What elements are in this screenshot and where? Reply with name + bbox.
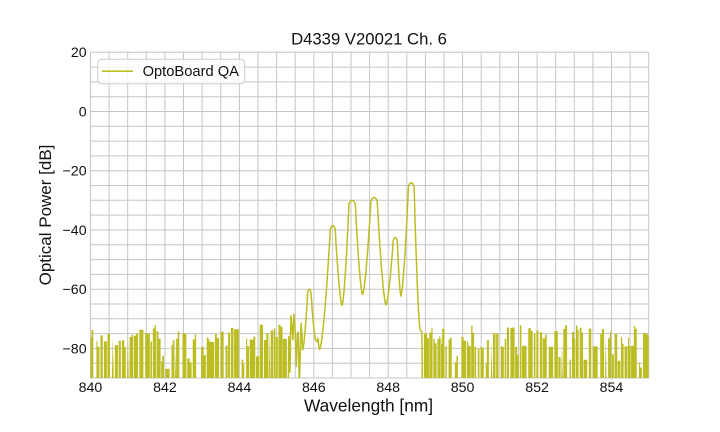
svg-text:846: 846 bbox=[302, 380, 326, 396]
svg-text:844: 844 bbox=[228, 380, 252, 396]
svg-text:848: 848 bbox=[376, 380, 400, 396]
svg-text:840: 840 bbox=[79, 380, 103, 396]
svg-text:842: 842 bbox=[153, 380, 177, 396]
svg-text:Wavelength [nm]: Wavelength [nm] bbox=[304, 396, 433, 416]
svg-text:854: 854 bbox=[600, 380, 624, 396]
svg-text:−60: −60 bbox=[63, 282, 87, 298]
svg-text:Optical Power [dB]: Optical Power [dB] bbox=[36, 145, 55, 286]
svg-text:0: 0 bbox=[79, 104, 87, 120]
svg-text:850: 850 bbox=[451, 380, 475, 396]
svg-text:20: 20 bbox=[71, 45, 87, 61]
svg-text:−40: −40 bbox=[63, 223, 87, 239]
svg-text:−80: −80 bbox=[63, 341, 87, 357]
svg-text:852: 852 bbox=[525, 380, 549, 396]
svg-text:OptoBoard QA: OptoBoard QA bbox=[143, 64, 240, 80]
svg-text:D4339 V20021 Ch. 6: D4339 V20021 Ch. 6 bbox=[291, 30, 447, 49]
svg-text:−20: −20 bbox=[63, 164, 87, 180]
